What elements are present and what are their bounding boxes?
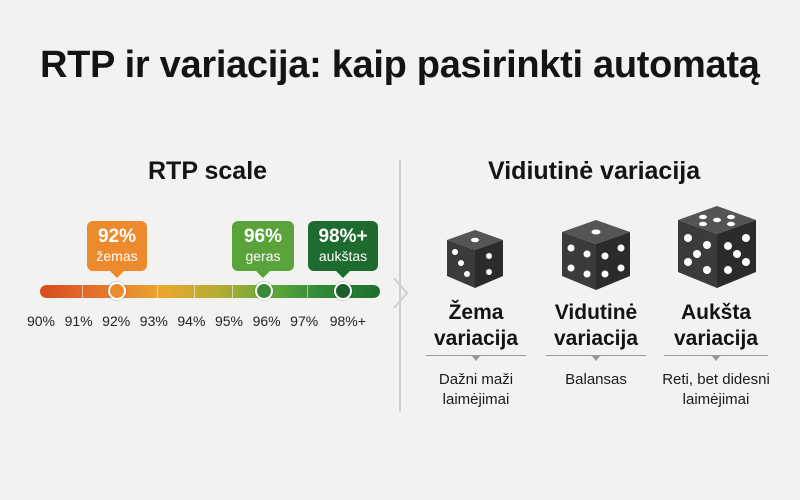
page-title: RTP ir variacija: kaip pasirinkti automa…	[40, 44, 760, 86]
variation-high-name: Aukšta variacija	[674, 300, 758, 352]
scale-tick-label: 90%	[26, 313, 56, 329]
variation-low-underline	[426, 355, 526, 361]
scale-tick	[156, 285, 158, 298]
scale-tick-label: 93%	[139, 313, 168, 329]
rtp-scale-heading: RTP scale	[148, 157, 268, 185]
callout-good: 96% geras	[232, 221, 294, 278]
die-three-icon	[447, 230, 503, 288]
variation-high-name-line2: variacija	[673, 327, 759, 350]
variation-low-desc-line2: laimėjimai	[442, 391, 510, 408]
callout-low-label: žemas	[96, 248, 138, 264]
variation-medium-desc-line1: Balansas	[565, 371, 627, 388]
variation-medium-name-line1: Vidutinė	[554, 301, 638, 324]
callout-high: 98%+ aukštas	[308, 221, 378, 278]
variation-medium-underline	[546, 355, 646, 361]
variation-high-desc-line1: Reti, bet didesni	[662, 371, 770, 388]
scale-tick-label: 94%	[177, 313, 206, 329]
callout-low: 92% žemas	[87, 221, 147, 278]
variation-medium-name-line2: variacija	[553, 327, 639, 350]
scale-tick	[194, 285, 196, 298]
marker-dot-good	[255, 282, 273, 300]
die-four-icon	[562, 220, 630, 290]
callout-good-label: geras	[245, 248, 281, 264]
marker-dot-high	[334, 282, 352, 300]
marker-dot-low	[108, 282, 126, 300]
variation-high-underline	[664, 355, 768, 361]
scale-tick-label: 92%	[102, 313, 131, 329]
die-five-icon	[678, 206, 756, 288]
callout-high-label: aukštas	[318, 248, 368, 264]
variation-heading: Vidiutinė variacija	[488, 157, 701, 185]
scale-tick-label: 96%	[252, 313, 281, 329]
variation-high-desc-line2: laimėjimai	[682, 391, 750, 408]
variation-low-name-line1: Žema	[448, 301, 504, 324]
variation-low-name-line2: variacija	[433, 327, 519, 350]
scale-tick	[81, 285, 83, 298]
callout-good-value: 96%	[243, 226, 283, 247]
callout-high-value: 98%+	[318, 226, 368, 247]
callout-low-value: 92%	[97, 226, 137, 247]
chevron-right-icon	[393, 277, 409, 309]
variation-low-name: Žema variacija	[434, 300, 518, 352]
variation-low-desc-line1: Dažni maži	[438, 371, 514, 388]
scale-tick-label: 95%	[214, 313, 244, 329]
variation-high-name-line1: Aukšta	[680, 301, 752, 324]
variation-high-desc: Reti, bet didesni laimėjimai	[662, 370, 770, 410]
variation-low-desc: Dažni maži laimėjimai	[439, 370, 513, 410]
scale-tick-label: 97%	[290, 313, 319, 329]
variation-medium-desc: Balansas	[565, 370, 627, 390]
scale-tick-label: 91%	[64, 313, 93, 329]
scale-tick	[232, 285, 233, 298]
scale-tick	[307, 285, 309, 298]
scale-tick-label: 98%+	[329, 313, 366, 329]
variation-medium-name: Vidutinė variacija	[554, 300, 638, 352]
rtp-scale-bar	[40, 285, 380, 298]
